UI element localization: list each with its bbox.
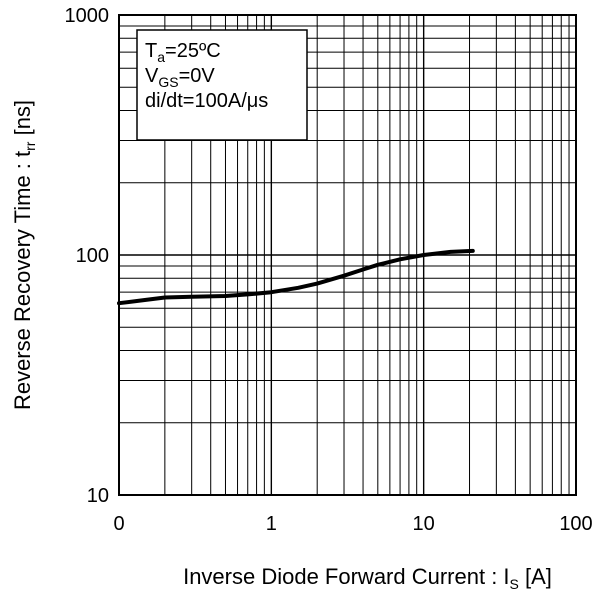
y-axis-label: Reverse Recovery Time : trr [ns] [10,100,38,410]
x-tick-label: 1 [266,513,277,535]
series-line [117,248,475,306]
y-tick-label: 1000 [65,5,110,27]
y-tick-label: 10 [87,485,109,507]
x-axis-label: Inverse Diode Forward Current : IS [A] [183,564,552,592]
x-tick-label: 0 [113,513,124,535]
legend-line: VGS=0V [145,65,215,90]
legend-box [136,29,308,141]
x-tick-label: 10 [413,513,435,535]
legend-line: Ta=25ºC [145,40,221,65]
legend-line: di/dt=100A/μs [145,90,268,112]
x-tick-label: 100 [559,513,592,535]
y-tick-labels: 10 100 1000 [65,5,110,507]
x-tick-labels: 0 1 10 100 [113,513,592,535]
y-tick-label: 100 [76,245,109,267]
plot-frame [118,14,577,496]
